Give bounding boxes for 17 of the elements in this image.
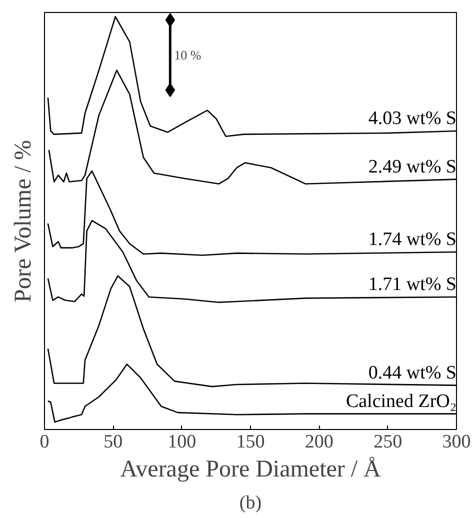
x-tick-label: 250 — [374, 432, 402, 452]
series-label: 0.44 wt% S — [368, 362, 457, 384]
series-label: 4.03 wt% S — [368, 108, 457, 129]
x-tick-label: 200 — [304, 432, 334, 452]
series-label: 1.71 wt% S — [368, 274, 457, 295]
series-label: 1.74 wt% S — [368, 228, 457, 250]
x-tick-label: 100 — [168, 432, 196, 452]
series-label: Calcined ZrO₂ — [346, 390, 457, 412]
series-label: 2.49 wt% S — [368, 156, 457, 178]
text: (b) — [239, 492, 262, 514]
x-axis-title: Average Pore Diameter / Å — [120, 456, 382, 482]
x-tick-label: 150 — [236, 432, 265, 452]
x-tick-label: 0 — [40, 432, 50, 452]
annotation: 10 % — [174, 48, 202, 63]
y-axis-title: Pore Volume / % — [10, 140, 36, 302]
x-tick-label: 300 — [442, 432, 471, 452]
x-tick-label: 50 — [104, 432, 123, 452]
